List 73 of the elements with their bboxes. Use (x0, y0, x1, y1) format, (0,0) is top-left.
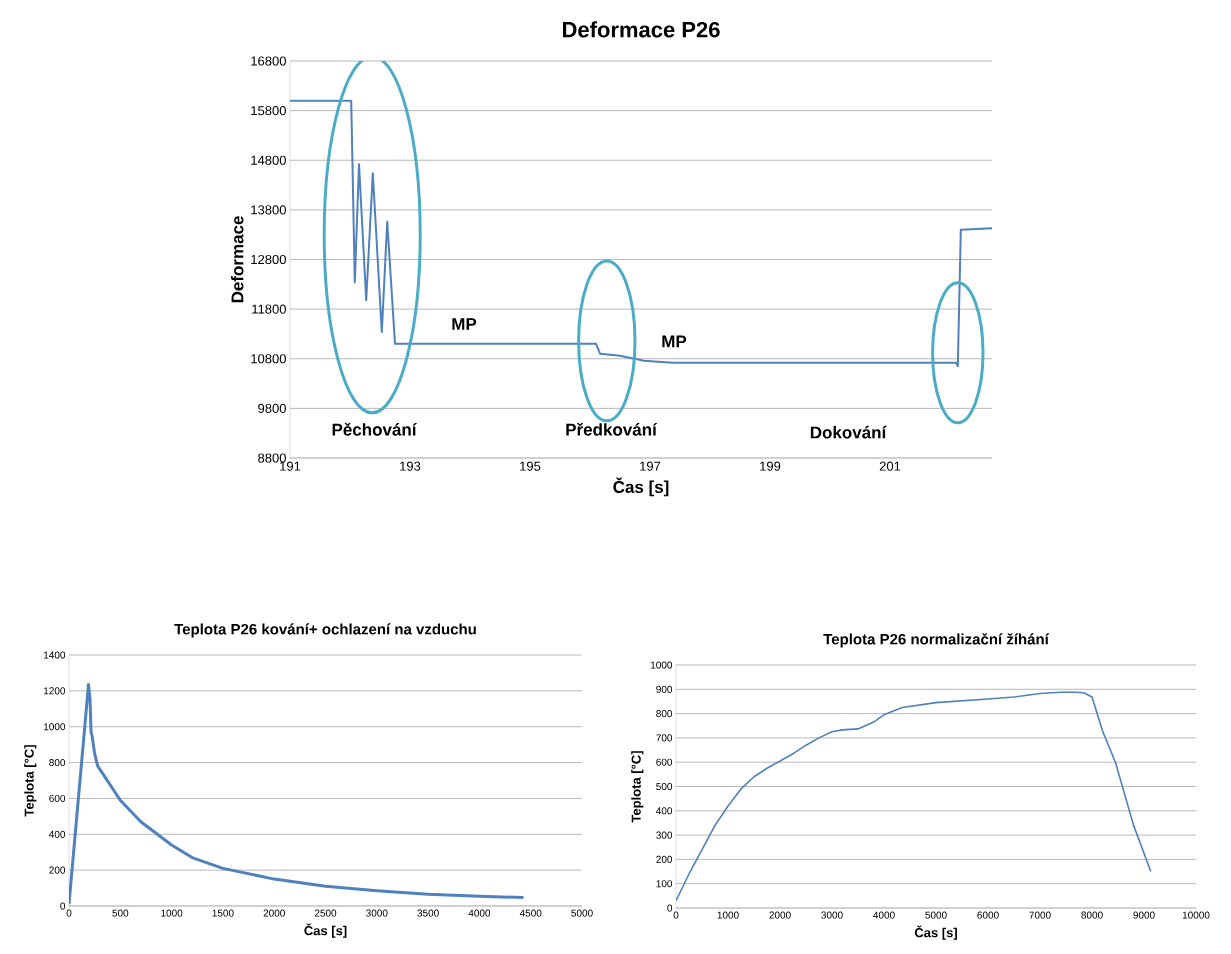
x-tick-label: 199 (760, 461, 781, 471)
x-tick-label: 201 (879, 461, 901, 471)
y-tick-label: 1200 (43, 687, 66, 695)
x-tick-label: 500 (112, 909, 129, 917)
y-tick-label: 8800 (258, 453, 286, 463)
y-axis-title: Teplota [°C] (24, 745, 37, 817)
x-tick-label: 8000 (1081, 911, 1103, 919)
annotation: MP (452, 318, 477, 330)
chart-title: Teplota P26 kování+ ochlazení na vzduchu (174, 623, 476, 638)
y-tick-label: 12800 (251, 254, 286, 265)
y-tick-label: 14800 (251, 155, 286, 165)
y-tick-label: 800 (49, 759, 66, 767)
x-tick-label: 191 (280, 461, 301, 471)
x-tick-label: 5000 (571, 909, 593, 917)
x-tick-label: 3000 (366, 909, 388, 917)
x-tick-label: 4500 (519, 909, 542, 917)
x-tick-label: 7000 (1029, 911, 1051, 919)
y-tick-label: 500 (656, 782, 673, 791)
y-tick-label: 200 (49, 866, 66, 874)
y-tick-label: 700 (656, 734, 673, 742)
y-tick-label: 16800 (251, 56, 286, 66)
x-tick-label: 10000 (1182, 911, 1210, 919)
y-tick-label: 200 (656, 855, 673, 863)
chart-title: Deformace P26 (562, 21, 720, 38)
x-tick-label: 3500 (417, 909, 439, 917)
y-axis-title: Teplota [°C] (631, 751, 644, 823)
annotation: MP (662, 335, 687, 348)
y-tick-label: 400 (656, 807, 673, 815)
x-tick-label: 197 (640, 461, 661, 471)
y-tick-label: 400 (49, 830, 66, 838)
y-tick-label: 11800 (252, 304, 286, 314)
x-tick-label: 2500 (314, 909, 337, 917)
x-tick-label: 0 (66, 909, 72, 917)
y-tick-label: 0 (60, 902, 66, 910)
x-tick-label: 195 (520, 461, 541, 471)
annotation: Předkování (566, 422, 658, 436)
line-series (290, 99, 993, 368)
annotation: Dokování (810, 425, 887, 439)
x-tick-label: 2000 (769, 911, 791, 919)
y-tick-label: 1000 (43, 723, 66, 731)
x-tick-label: 4000 (468, 909, 491, 917)
y-tick-label: 15800 (251, 106, 286, 116)
x-axis-title: Čas [s] (304, 923, 347, 938)
x-axis-title: Čas [s] (613, 477, 669, 497)
x-tick-label: 1000 (717, 911, 739, 919)
y-tick-label: 100 (656, 880, 673, 888)
x-tick-label: 0 (673, 911, 679, 919)
y-axis-title: Deformace (230, 216, 244, 303)
annotation: Pěchování (332, 422, 417, 436)
x-tick-label: 3000 (821, 911, 843, 919)
y-tick-label: 9800 (258, 403, 286, 413)
y-tick-label: 0 (667, 904, 673, 912)
y-tick-label: 800 (656, 710, 673, 718)
x-tick-label: 6000 (977, 911, 999, 919)
y-tick-label: 300 (656, 831, 673, 839)
y-tick-label: 10800 (251, 354, 286, 364)
chart-title: Teplota P26 normalizační žíhání (823, 633, 1050, 648)
x-tick-label: 1000 (161, 909, 183, 917)
x-tick-label: 4000 (873, 911, 895, 919)
x-tick-label: 2000 (263, 909, 285, 917)
y-tick-label: 900 (656, 685, 673, 693)
y-tick-label: 600 (656, 758, 673, 766)
x-tick-label: 9000 (1133, 911, 1155, 919)
line-series (676, 691, 1152, 902)
line-series (69, 683, 526, 906)
y-tick-label: 13800 (251, 205, 286, 215)
x-tick-label: 1500 (212, 909, 234, 917)
x-axis-title: Čas [s] (914, 925, 957, 940)
y-tick-label: 600 (49, 794, 66, 802)
x-tick-label: 193 (400, 461, 421, 471)
y-tick-label: 1400 (43, 651, 66, 659)
y-tick-label: 1000 (651, 661, 673, 669)
x-tick-label: 5000 (925, 911, 947, 919)
